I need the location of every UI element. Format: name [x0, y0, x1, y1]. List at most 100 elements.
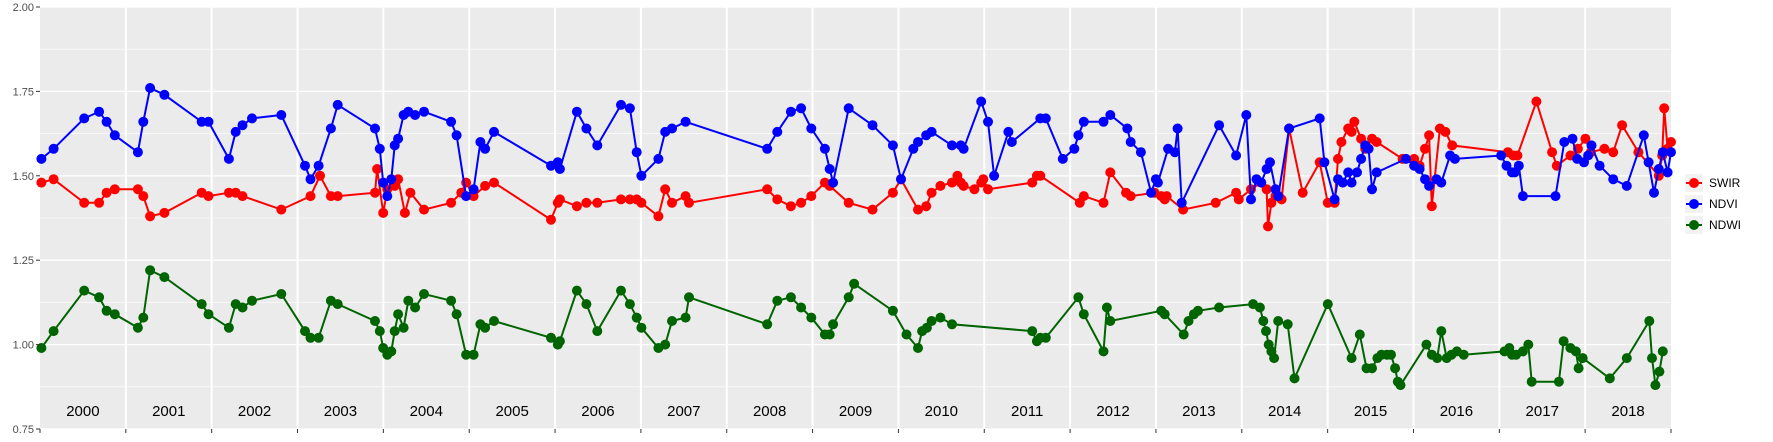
data-point-ndwi	[1647, 353, 1657, 364]
data-point-swir	[616, 194, 626, 205]
data-point-swir	[1105, 167, 1116, 178]
data-point-ndwi	[374, 326, 385, 337]
data-point-ndwi	[667, 316, 677, 326]
data-point-ndvi	[1152, 177, 1163, 188]
data-point-ndvi	[446, 116, 457, 127]
data-point-ndwi	[828, 319, 839, 330]
data-point-ndwi	[1078, 309, 1089, 320]
data-point-swir	[109, 184, 120, 195]
data-point-ndvi	[1638, 130, 1649, 141]
data-point-swir	[101, 187, 112, 198]
data-point-ndvi	[592, 140, 603, 151]
data-point-ndwi	[489, 316, 499, 326]
data-point-ndvi	[1649, 187, 1659, 198]
data-point-ndvi	[1550, 191, 1561, 202]
data-point-ndwi	[393, 309, 404, 320]
data-point-ndvi	[1621, 180, 1632, 191]
data-point-ndwi	[332, 299, 343, 310]
data-point-swir	[1297, 187, 1308, 198]
data-point-ndwi	[1436, 326, 1447, 337]
data-point-ndwi	[1526, 376, 1537, 387]
data-point-ndvi	[159, 89, 170, 100]
data-point-ndvi	[1414, 164, 1425, 174]
data-point-ndwi	[636, 322, 647, 333]
year-label: 2011	[1011, 403, 1043, 420]
data-point-swir	[1531, 96, 1542, 107]
year-label: 2000	[66, 403, 99, 420]
y-tick-label: 2.00	[13, 2, 34, 14]
data-point-swir	[1599, 143, 1610, 154]
data-point-ndwi	[446, 295, 457, 306]
data-point-ndvi	[554, 164, 565, 174]
data-point-ndwi	[1261, 326, 1271, 337]
data-point-ndvi	[989, 170, 1000, 181]
data-point-ndvi	[1003, 126, 1014, 137]
year-label: 2002	[238, 403, 271, 420]
data-point-ndwi	[785, 292, 796, 303]
data-point-ndvi	[631, 147, 642, 158]
data-point-swir	[237, 191, 248, 202]
data-point-swir	[159, 207, 170, 218]
data-point-swir	[378, 207, 389, 218]
data-point-ndwi	[132, 322, 143, 333]
data-point-ndvi	[785, 106, 796, 117]
data-point-ndvi	[489, 126, 499, 137]
data-point-ndwi	[1214, 302, 1225, 313]
data-point-ndvi	[806, 123, 817, 134]
data-point-ndvi	[1586, 140, 1597, 151]
data-point-ndvi	[1559, 137, 1570, 147]
data-point-ndvi	[480, 143, 491, 154]
data-point-ndwi	[101, 305, 112, 316]
data-point-swir	[94, 197, 105, 208]
data-point-ndwi	[1432, 353, 1443, 364]
y-tick-label: 0.75	[13, 424, 34, 436]
x-axis	[39, 429, 1672, 433]
data-point-ndvi	[1172, 123, 1183, 134]
data-point-ndvi	[1125, 137, 1136, 147]
data-point-swir	[1098, 197, 1109, 208]
data-point-ndwi	[1354, 329, 1365, 340]
year-label: 2007	[667, 403, 700, 420]
data-point-ndwi	[196, 299, 207, 310]
data-point-ndvi	[1135, 147, 1146, 158]
y-tick-label: 1.50	[13, 171, 34, 183]
data-point-ndvi	[325, 123, 336, 134]
data-point-ndvi	[1666, 147, 1676, 158]
data-point-ndwi	[843, 292, 854, 303]
data-point-ndwi	[631, 312, 642, 323]
data-point-ndvi	[896, 174, 906, 185]
data-point-swir	[1263, 221, 1273, 232]
data-point-swir	[1261, 184, 1272, 195]
data-point-ndvi	[1284, 123, 1295, 134]
data-point-ndwi	[109, 309, 120, 320]
data-point-ndvi	[451, 130, 462, 141]
data-point-ndvi	[1583, 150, 1594, 161]
data-point-swir	[1420, 143, 1430, 154]
data-point-swir	[592, 197, 603, 208]
data-point-ndvi	[1501, 160, 1512, 171]
legend-label: NDWI	[1709, 218, 1741, 232]
data-point-ndvi	[983, 116, 993, 127]
data-point-swir	[887, 187, 898, 198]
data-point-ndvi	[947, 140, 957, 151]
legend-label: NDVI	[1709, 197, 1738, 211]
data-point-ndwi	[1193, 305, 1203, 316]
data-point-ndvi	[378, 177, 389, 188]
data-point-swir	[1125, 191, 1136, 202]
data-point-ndwi	[1273, 316, 1284, 326]
data-point-swir	[1233, 194, 1244, 205]
data-point-ndwi	[1258, 316, 1269, 326]
data-point-swir	[79, 197, 90, 208]
year-label: 2004	[410, 403, 443, 420]
data-point-swir	[958, 180, 969, 191]
data-point-ndwi	[1421, 339, 1432, 350]
year-label: 2005	[495, 403, 528, 420]
data-point-ndwi	[624, 299, 635, 310]
year-labels: 2000 2001 2002 2003 2004 2005 2006 2007 2008 2009…	[66, 403, 1645, 420]
data-point-ndvi	[1169, 147, 1180, 158]
data-point-ndvi	[1401, 153, 1411, 164]
data-point-ndvi	[1517, 191, 1528, 202]
data-point-ndwi	[1367, 363, 1377, 374]
data-point-ndwi	[247, 295, 257, 306]
year-label: 2016	[1440, 403, 1473, 420]
